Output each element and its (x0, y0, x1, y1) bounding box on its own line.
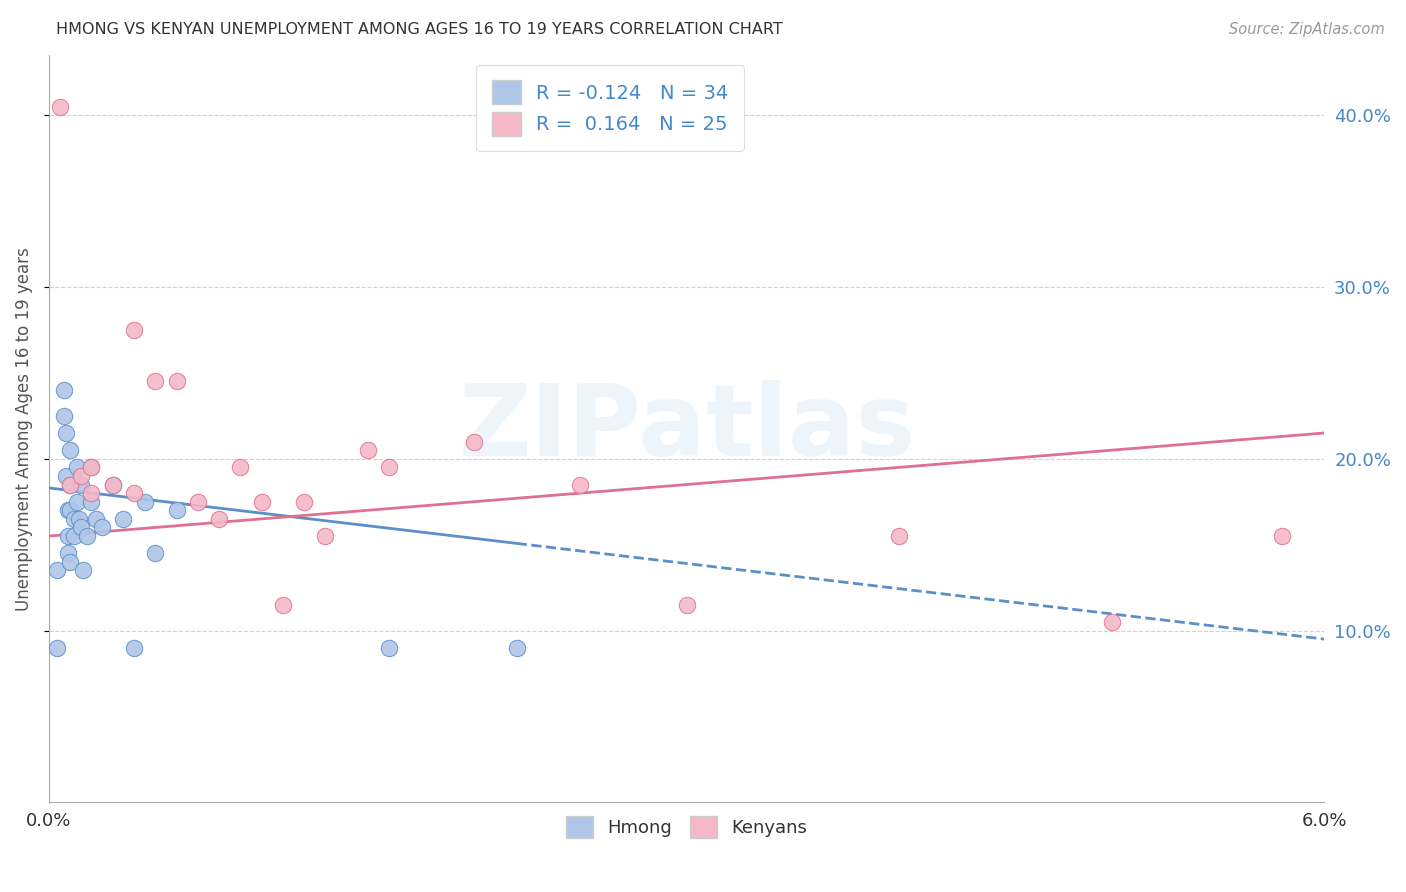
Point (72, 563, 94, 577)
Point (56, 503, 79, 517)
Point (378, 640, 401, 655)
Point (101, 477, 124, 491)
Point (122, 323, 145, 337)
Point (292, 494, 315, 508)
Point (122, 486, 145, 500)
Point (187, 494, 209, 508)
Point (166, 375, 188, 389)
Point (59, 555, 82, 569)
Point (55, 425, 77, 440)
Point (63, 529, 86, 543)
Point (59, 477, 82, 491)
Point (112, 512, 135, 526)
Y-axis label: Unemployment Among Ages 16 to 19 years: Unemployment Among Ages 16 to 19 years (15, 247, 32, 611)
Point (314, 529, 336, 543)
Text: ZIPatlas: ZIPatlas (458, 380, 915, 477)
Point (52, 409, 75, 423)
Point (250, 494, 273, 508)
Point (76, 529, 98, 543)
Point (675, 598, 697, 612)
Point (65, 494, 87, 508)
Point (80, 494, 103, 508)
Point (271, 598, 294, 612)
Point (46, 563, 69, 577)
Point (70, 477, 93, 491)
Point (229, 460, 252, 475)
Point (59, 503, 82, 517)
Legend: Hmong, Kenyans: Hmong, Kenyans (558, 809, 815, 846)
Point (134, 494, 156, 508)
Point (67, 512, 90, 526)
Point (569, 477, 592, 491)
Text: HMONG VS KENYAN UNEMPLOYMENT AMONG AGES 16 TO 19 YEARS CORRELATION CHART: HMONG VS KENYAN UNEMPLOYMENT AMONG AGES … (56, 22, 783, 37)
Point (378, 460, 401, 475)
Point (46, 640, 69, 655)
Point (48, 100, 70, 114)
Point (357, 443, 380, 458)
Point (122, 640, 145, 655)
Point (1271, 529, 1294, 543)
Point (80, 486, 103, 500)
Point (166, 503, 188, 517)
Point (143, 546, 166, 560)
Point (91, 520, 114, 534)
Point (59, 477, 82, 491)
Point (70, 469, 93, 483)
Text: Source: ZipAtlas.com: Source: ZipAtlas.com (1229, 22, 1385, 37)
Point (889, 529, 911, 543)
Point (84, 512, 107, 526)
Point (80, 460, 103, 475)
Point (52, 383, 75, 397)
Point (208, 512, 231, 526)
Point (63, 512, 86, 526)
Point (65, 460, 87, 475)
Point (143, 375, 166, 389)
Point (59, 443, 82, 458)
Point (80, 460, 103, 475)
Point (463, 434, 485, 449)
Point (56, 529, 79, 543)
Point (70, 520, 93, 534)
Point (1101, 615, 1123, 629)
Point (55, 469, 77, 483)
Point (505, 640, 527, 655)
Point (101, 477, 124, 491)
Point (56, 546, 79, 560)
